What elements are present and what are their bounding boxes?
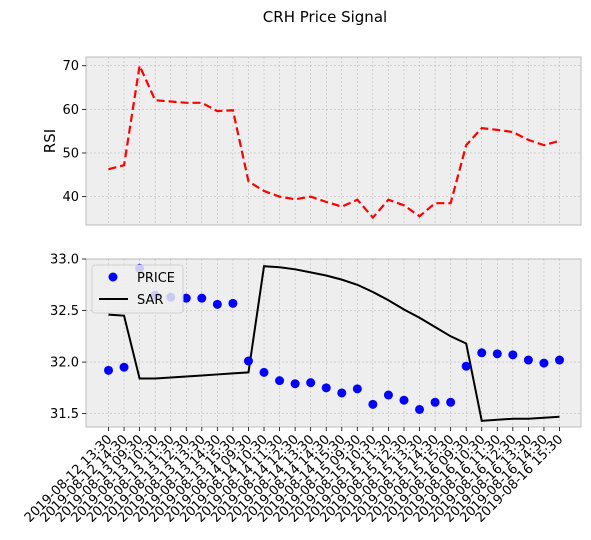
price-point — [383, 390, 393, 400]
price-point — [290, 379, 300, 389]
price-point — [539, 358, 549, 368]
price-point — [212, 299, 222, 309]
price-point — [321, 383, 331, 393]
legend-price-marker — [108, 272, 118, 282]
price-y-ticks: 31.5 32.0 32.5 33.0 — [50, 253, 86, 422]
sar-line — [108, 265, 560, 422]
price-point — [446, 397, 456, 407]
price-point — [181, 293, 191, 303]
price-point — [306, 378, 316, 388]
price-point — [399, 395, 409, 405]
price-point — [508, 350, 518, 360]
price-panel: 31.5 32.0 32.5 33.0 2019-08-12 13:302019-08… — [22, 253, 582, 526]
price-point — [119, 362, 129, 372]
price-point — [243, 356, 253, 366]
rsi-y-axis-label: RSI — [41, 129, 59, 153]
legend-sar-label: SAR — [137, 293, 163, 308]
price-point — [523, 355, 533, 365]
price-point — [415, 404, 425, 414]
price-point — [337, 388, 347, 398]
y-tick-label: 33.0 — [50, 253, 79, 268]
price-point — [555, 355, 564, 365]
y-tick-label: 32.0 — [50, 356, 79, 371]
y-tick-label: 70 — [62, 59, 79, 74]
y-tick-label: 60 — [62, 103, 79, 118]
y-tick-label: 31.5 — [50, 407, 79, 422]
price-point — [275, 376, 285, 386]
rsi-plot-background — [85, 56, 582, 226]
price-point — [368, 399, 378, 409]
price-point — [228, 298, 238, 308]
rsi-panel: 40 50 60 70 RSI — [41, 56, 582, 226]
price-point — [352, 384, 362, 394]
legend-price-label: PRICE — [137, 271, 175, 286]
y-tick-label: 40 — [62, 190, 79, 205]
legend: PRICE SAR — [91, 264, 184, 314]
price-point — [461, 361, 471, 371]
y-tick-label: 50 — [62, 147, 79, 162]
y-tick-label: 32.5 — [50, 304, 79, 319]
price-point — [259, 367, 269, 377]
price-point — [492, 349, 502, 359]
price-point — [477, 348, 487, 358]
price-point — [197, 293, 207, 303]
rsi-line — [108, 61, 560, 220]
price-point — [104, 365, 113, 375]
rsi-y-ticks: 40 50 60 70 — [62, 59, 86, 205]
chart-title: CRH Price Signal — [263, 8, 387, 26]
price-point — [430, 397, 440, 407]
